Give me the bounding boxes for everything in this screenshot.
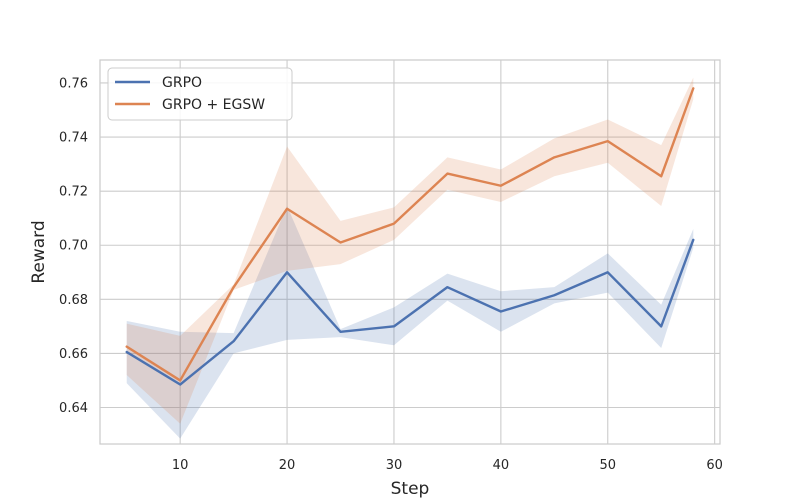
grpo-egsw-line [125, 87, 695, 382]
y-tick-label: 0.76 [59, 76, 88, 91]
y-tick-label: 0.70 [59, 239, 88, 254]
confidence-bands [126, 77, 694, 439]
grpo-egsw-legend-label: GRPO + EGSW [162, 97, 265, 113]
x-tick-label: 20 [279, 458, 296, 473]
x-tick-label: 40 [493, 458, 510, 473]
grpo-confidence-band [126, 206, 694, 439]
x-tick-label: 30 [386, 458, 403, 473]
legend: GRPO GRPO + EGSW [107, 67, 293, 121]
series-lines [125, 87, 695, 386]
x-axis-label: Step [391, 479, 430, 499]
y-tick-label: 0.66 [59, 347, 88, 362]
plot-frame [99, 59, 721, 445]
y-tick-label: 0.64 [59, 401, 88, 416]
grid-lines [100, 60, 720, 444]
x-tick-labels: 10 20 30 40 50 60 [172, 458, 723, 473]
y-tick-label: 0.68 [59, 293, 88, 308]
grpo-egsw-confidence-band [126, 77, 694, 424]
x-tick-label: 10 [172, 458, 189, 473]
y-axis-label: Reward [29, 220, 49, 283]
x-tick-label: 60 [706, 458, 723, 473]
grpo-legend-label: GRPO [162, 75, 202, 91]
y-tick-label: 0.72 [59, 185, 88, 200]
y-tick-label: 0.74 [59, 131, 88, 146]
x-tick-label: 50 [599, 458, 616, 473]
grpo-line [125, 238, 695, 386]
plot-area [100, 60, 720, 444]
y-tick-labels: 0.64 0.66 0.68 0.70 0.72 0.74 0.76 [59, 76, 88, 416]
legend-box [107, 67, 293, 121]
